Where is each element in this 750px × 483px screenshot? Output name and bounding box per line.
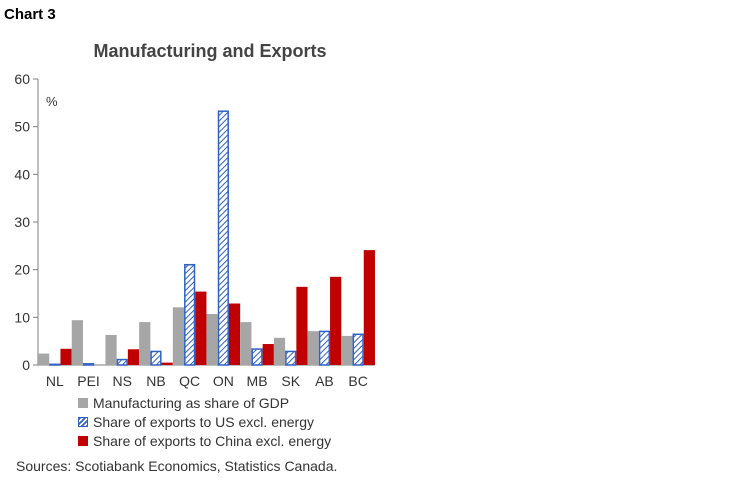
y-tick-label: 50 bbox=[14, 119, 30, 135]
bar-china-exports bbox=[330, 276, 342, 365]
bar-china-exports bbox=[60, 348, 72, 365]
y-unit-label: % bbox=[46, 94, 58, 109]
bar-us-exports bbox=[285, 350, 297, 366]
legend-swatch-red bbox=[78, 435, 88, 446]
bar-china-exports bbox=[296, 286, 308, 365]
y-tick-label: 20 bbox=[14, 262, 30, 278]
x-tick-label: NL bbox=[46, 373, 64, 389]
x-tick-label: PEI bbox=[77, 373, 100, 389]
legend-label: Share of exports to US excl. energy bbox=[93, 413, 314, 430]
bar-china-exports bbox=[262, 344, 274, 365]
source-note: Sources: Scotiabank Economics, Statistic… bbox=[16, 458, 338, 474]
bar-china-exports bbox=[161, 362, 173, 365]
bar-manufacturing bbox=[240, 322, 252, 365]
bar-us-exports bbox=[352, 333, 364, 366]
legend-item-manufacturing: Manufacturing as share of GDP bbox=[78, 393, 331, 412]
bar-manufacturing bbox=[307, 331, 319, 365]
y-tick-label: 10 bbox=[14, 309, 30, 325]
bar-us-exports bbox=[116, 358, 128, 366]
legend-label: Manufacturing as share of GDP bbox=[93, 394, 290, 411]
bar-us-exports bbox=[217, 110, 229, 366]
bar-us-exports bbox=[82, 363, 95, 366]
chart-number-label: Chart 3 bbox=[4, 6, 56, 23]
x-tick-label: SK bbox=[281, 373, 300, 389]
bar-manufacturing bbox=[71, 320, 83, 365]
bar-manufacturing bbox=[38, 353, 50, 365]
x-tick-label: MB bbox=[247, 373, 268, 389]
x-tick-label: BC bbox=[348, 373, 367, 389]
x-tick-label: AB bbox=[315, 373, 334, 389]
x-tick-label: NS bbox=[113, 373, 132, 389]
legend-item-us-exports: Share of exports to US excl. energy bbox=[78, 412, 331, 431]
bar-china-exports bbox=[195, 291, 207, 365]
bar-us-exports bbox=[184, 263, 196, 366]
bar-china-exports bbox=[228, 303, 241, 365]
chart-title: Manufacturing and Exports bbox=[93, 41, 327, 61]
y-tick-label: 0 bbox=[22, 357, 30, 373]
bar-manufacturing bbox=[273, 337, 286, 365]
chart-legend: Manufacturing as share of GDP Share of e… bbox=[78, 393, 331, 450]
x-tick-label: NB bbox=[146, 373, 165, 389]
bar-china-exports bbox=[127, 349, 140, 365]
bar-us-exports bbox=[318, 330, 331, 366]
legend-swatch-blue-hatched bbox=[78, 416, 88, 427]
bar-manufacturing bbox=[206, 313, 218, 365]
y-tick-label: 60 bbox=[14, 71, 30, 87]
bar-us-exports bbox=[251, 348, 263, 366]
y-tick-label: 30 bbox=[14, 214, 30, 230]
bar-manufacturing bbox=[105, 334, 117, 365]
y-tick-label: 40 bbox=[14, 166, 30, 182]
x-tick-label: ON bbox=[213, 373, 234, 389]
x-tick-label: QC bbox=[179, 373, 200, 389]
bar-manufacturing bbox=[172, 307, 185, 365]
legend-swatch-grey bbox=[78, 397, 88, 408]
bar-us-exports bbox=[49, 363, 61, 366]
legend-item-china-exports: Share of exports to China excl. energy bbox=[78, 431, 331, 450]
bar-china-exports bbox=[363, 250, 375, 365]
chart-bars bbox=[38, 110, 375, 366]
bar-us-exports bbox=[150, 350, 162, 366]
bar-manufacturing bbox=[341, 335, 353, 365]
bar-manufacturing bbox=[139, 322, 151, 365]
legend-label: Share of exports to China excl. energy bbox=[93, 432, 332, 449]
chart-tick-labels: 0 10 20 30 40 50 60% NL PEI NS NB QC ON MB SK AB BC bbox=[14, 71, 367, 389]
